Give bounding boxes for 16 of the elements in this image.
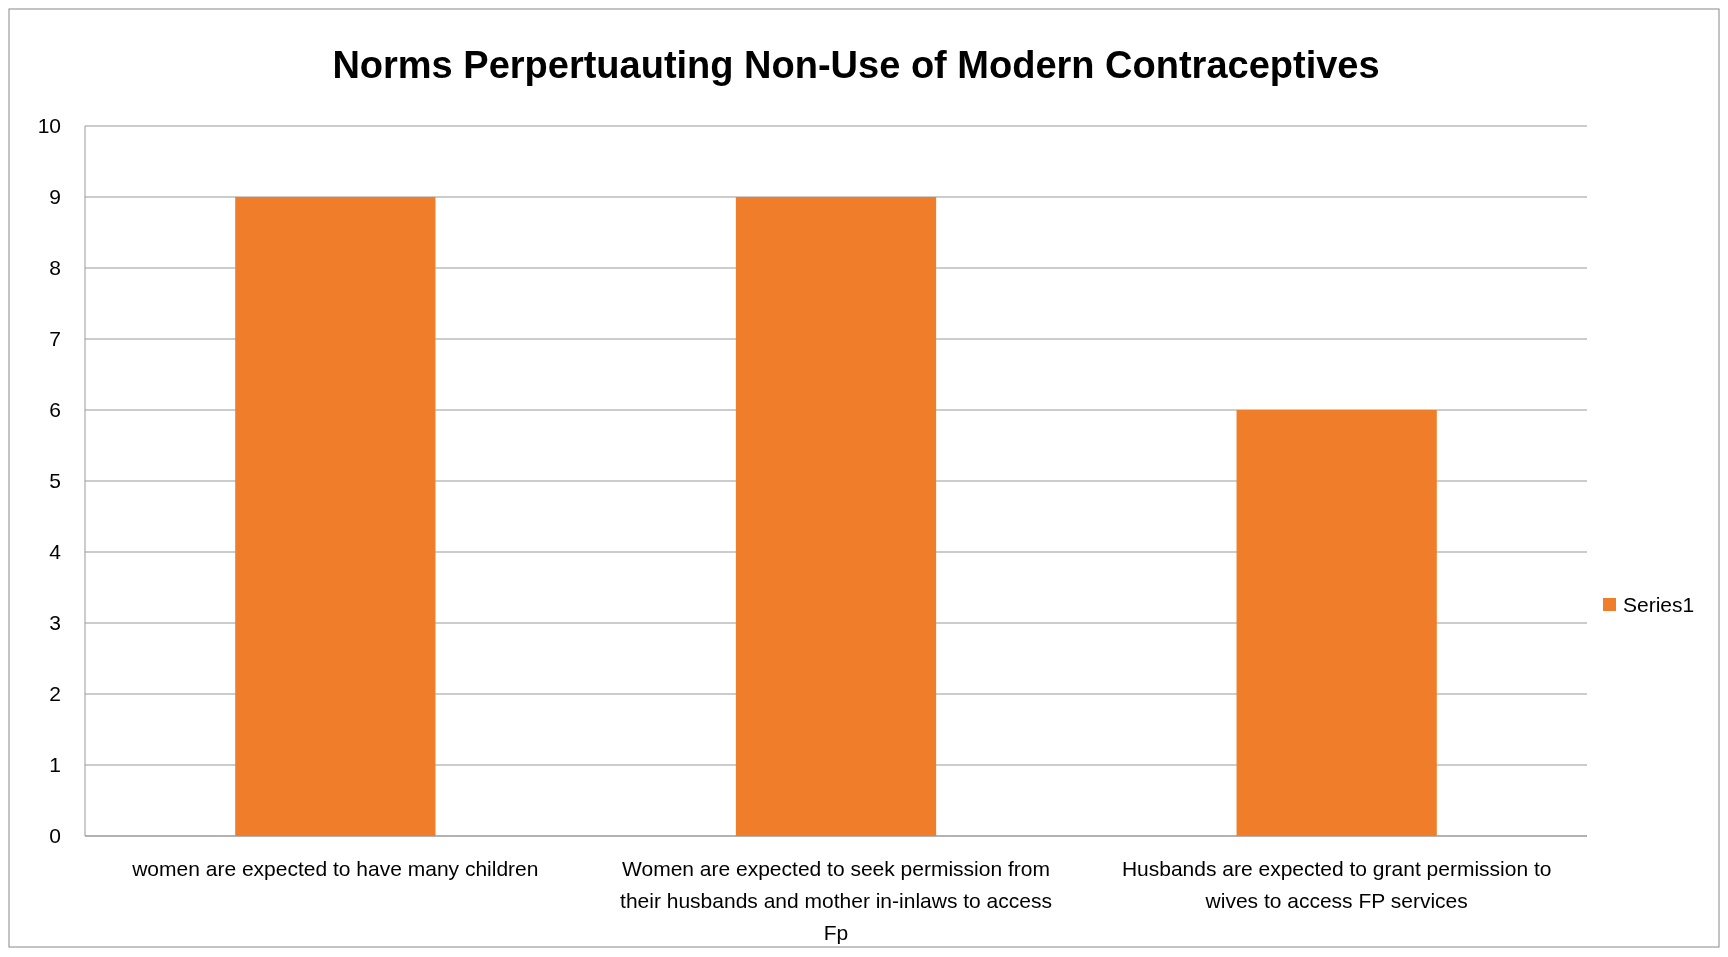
x-tick-label: women are expected to have many children: [131, 857, 539, 880]
x-tick-label: Women are expected to seek permission from their husbands and mother in-inlaws to access Fp: [620, 857, 1052, 944]
y-tick-label: 3: [49, 611, 61, 635]
y-tick-label: 2: [49, 682, 61, 706]
y-tick-label: 0: [49, 824, 61, 848]
y-tick-label: 7: [49, 327, 61, 351]
y-tick-label: 4: [49, 540, 62, 564]
y-tick-label: 6: [49, 398, 61, 422]
y-tick-label: 9: [49, 185, 61, 209]
y-tick-label: 8: [49, 256, 61, 280]
y-tick-label: 10: [37, 114, 61, 138]
y-tick-label: 1: [49, 753, 61, 777]
legend-label: Series1: [1623, 593, 1695, 617]
y-tick-label: 5: [49, 469, 61, 493]
x-tick-label: Husbands are expected to grant permission to wives to access FP services: [1121, 857, 1552, 912]
chart-title: Norms Perpertuauting Non-Use of Modern Contraceptives: [332, 44, 1380, 86]
